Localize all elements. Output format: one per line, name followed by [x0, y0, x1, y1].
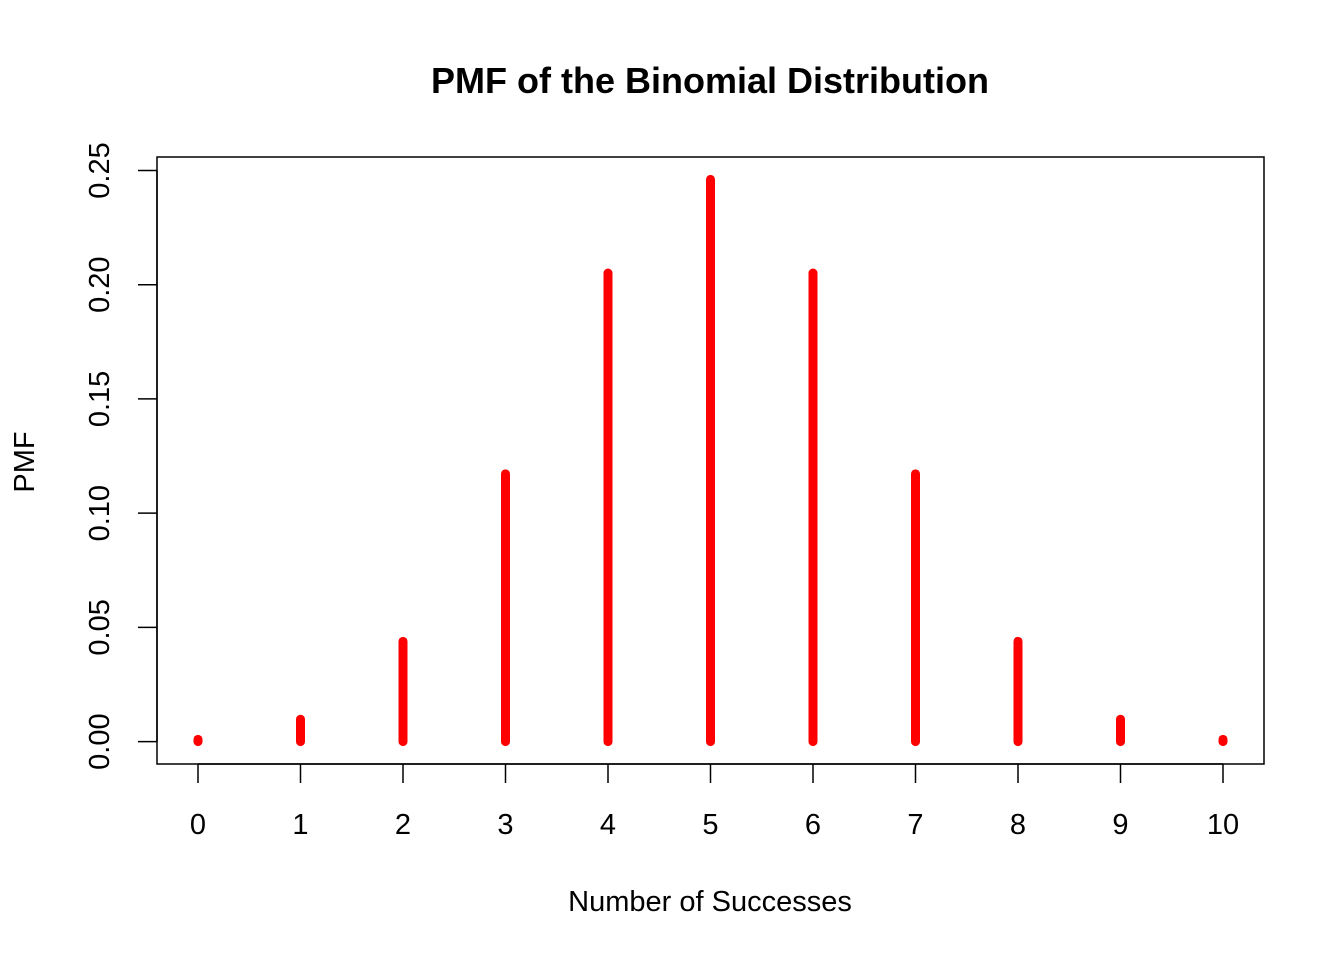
x-tick-label-6: 6 [805, 809, 821, 841]
y-tick-label-0.25: 0.25 [84, 142, 116, 198]
y-tick-label-0.05: 0.05 [84, 599, 116, 655]
x-tick-label-2: 2 [395, 809, 411, 841]
x-tick-label-7: 7 [907, 809, 923, 841]
x-axis: 0 1 2 3 4 5 6 7 8 9 10 [190, 763, 1239, 841]
x-tick-label-8: 8 [1010, 809, 1026, 841]
y-tick-label-0.00: 0.00 [84, 713, 116, 769]
y-tick-label-0.15: 0.15 [84, 371, 116, 427]
x-tick-label-10: 10 [1207, 809, 1239, 841]
y-tick-label-0.10: 0.10 [84, 485, 116, 541]
x-tick-label-5: 5 [702, 809, 718, 841]
x-tick-label-1: 1 [292, 809, 308, 841]
x-tick-label-4: 4 [600, 809, 616, 841]
chart-title: PMF of the Binomial Distribution [431, 60, 989, 101]
x-tick-label-0: 0 [190, 809, 206, 841]
y-axis: 0.00 0.05 0.10 0.15 0.20 0.25 [84, 142, 158, 770]
bars-group [193, 174, 1228, 747]
x-tick-label-9: 9 [1112, 809, 1128, 841]
x-axis-label: Number of Successes [568, 886, 852, 918]
y-tick-label-0.20: 0.20 [84, 256, 116, 312]
x-tick-label-3: 3 [497, 809, 513, 841]
y-axis-label: PMF [9, 431, 41, 492]
